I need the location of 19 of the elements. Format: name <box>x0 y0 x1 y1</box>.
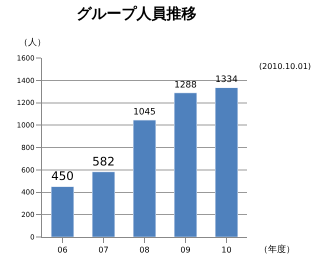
x-tick-label: 07 <box>98 246 109 255</box>
bar <box>132 120 156 237</box>
bar <box>214 88 238 237</box>
data-label: 1045 <box>133 107 156 118</box>
bar <box>174 92 198 237</box>
bar <box>50 186 74 237</box>
text: (2010.10.01) <box>259 62 312 71</box>
bar <box>92 172 116 237</box>
x-tick-label: 10 <box>221 246 232 255</box>
x-axis-title: （年度） <box>259 244 295 255</box>
chart-title: グループ人員推移 <box>76 4 196 23</box>
data-label: 450 <box>51 169 74 184</box>
data-label: 582 <box>92 154 115 168</box>
data-label: 1334 <box>215 75 238 86</box>
y-axis-title: （人） <box>19 37 46 48</box>
data-label: 1288 <box>174 80 198 90</box>
x-tick-label: 08 <box>139 246 150 255</box>
x-tick-label: 06 <box>57 246 68 255</box>
x-tick-label: 09 <box>180 246 191 255</box>
